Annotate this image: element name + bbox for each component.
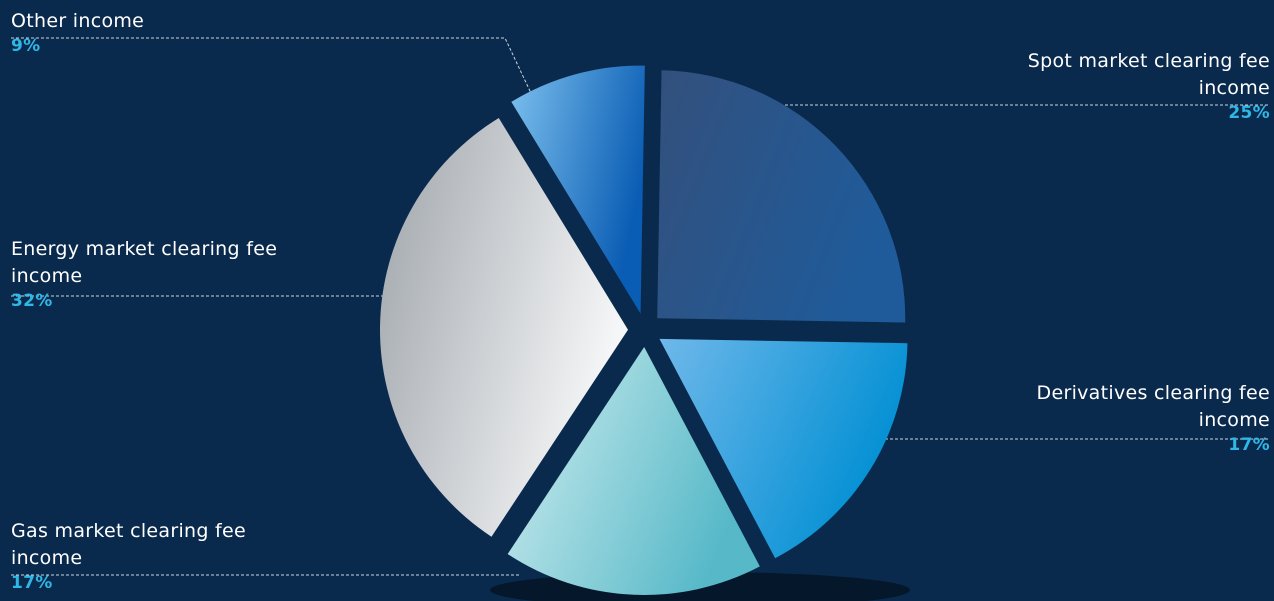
pie-slice-2 xyxy=(659,338,908,559)
pie-slice-4 xyxy=(380,118,629,537)
pie-slice-5 xyxy=(511,65,645,314)
label-spot-market: Spot market clearing fee income 25% xyxy=(1028,48,1270,124)
label-text: income xyxy=(11,547,83,569)
label-energy-market: Energy market clearing fee income 32% xyxy=(11,236,277,312)
label-text: Spot market clearing fee xyxy=(1027,50,1270,72)
pie-slice-3 xyxy=(507,346,760,595)
percent-label: 17% xyxy=(11,573,53,593)
label-text: income xyxy=(1198,409,1270,431)
label-text: Other income xyxy=(11,10,145,32)
percent-label: 17% xyxy=(1228,435,1270,455)
label-text: income xyxy=(1198,77,1270,99)
label-other-income: Other income 9% xyxy=(11,8,144,57)
percent-label: 9% xyxy=(11,36,41,56)
label-text: Derivatives clearing fee xyxy=(1036,382,1270,404)
percent-label: 25% xyxy=(1228,103,1270,123)
leader-other-income xyxy=(11,37,539,109)
label-gas-market: Gas market clearing fee income 17% xyxy=(11,518,246,594)
percent-label: 32% xyxy=(11,291,53,311)
label-derivatives: Derivatives clearing fee income 17% xyxy=(1037,380,1270,456)
label-text: Gas market clearing fee xyxy=(11,520,247,542)
label-text: income xyxy=(11,265,83,287)
label-text: Energy market clearing fee xyxy=(11,238,278,260)
pie-slice-1 xyxy=(657,70,906,323)
